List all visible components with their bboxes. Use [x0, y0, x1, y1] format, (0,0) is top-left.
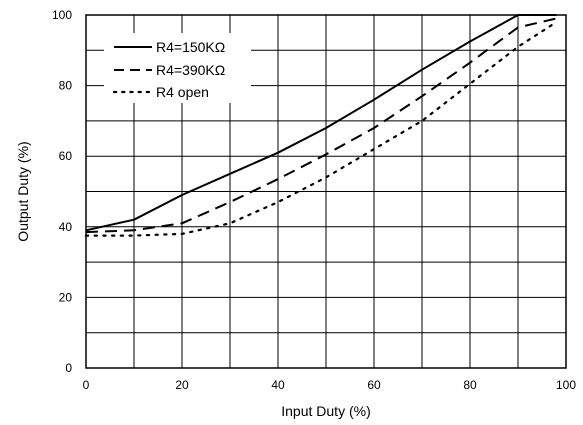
- series-line-2: [84, 21, 558, 237]
- legend-label-r4-390k: R4=390KΩ: [156, 62, 225, 78]
- y-tick-label: 80: [59, 79, 73, 93]
- legend: R4=150KΩ R4=390KΩ R4 open: [104, 33, 251, 103]
- x-axis-label: Input Duty (%): [281, 403, 370, 419]
- y-axis-label: Output Duty (%): [15, 141, 31, 241]
- x-tick-label: 0: [83, 378, 90, 392]
- y-tick-labels: 0 20 40 60 80 100: [52, 8, 72, 375]
- x-tick-labels: 0 20 40 60 80 100: [83, 378, 577, 392]
- y-tick-label: 20: [59, 290, 73, 304]
- legend-label-r4-150k: R4=150KΩ: [156, 39, 225, 55]
- x-tick-label: 60: [367, 378, 381, 392]
- y-tick-label: 60: [59, 149, 73, 163]
- x-tick-label: 40: [271, 378, 285, 392]
- series-line-0: [85, 14, 557, 232]
- x-tick-label: 100: [556, 378, 576, 392]
- y-tick-label: 40: [59, 220, 73, 234]
- x-tick-label: 80: [463, 378, 477, 392]
- legend-label-r4-open: R4 open: [156, 84, 209, 100]
- series-line-1: [85, 17, 557, 234]
- plot-frame: [85, 14, 567, 369]
- y-tick-label: 100: [52, 8, 72, 22]
- legend-box: [104, 33, 251, 103]
- x-tick-label: 20: [175, 378, 189, 392]
- series-group: [84, 14, 558, 237]
- y-tick-label: 0: [65, 361, 72, 375]
